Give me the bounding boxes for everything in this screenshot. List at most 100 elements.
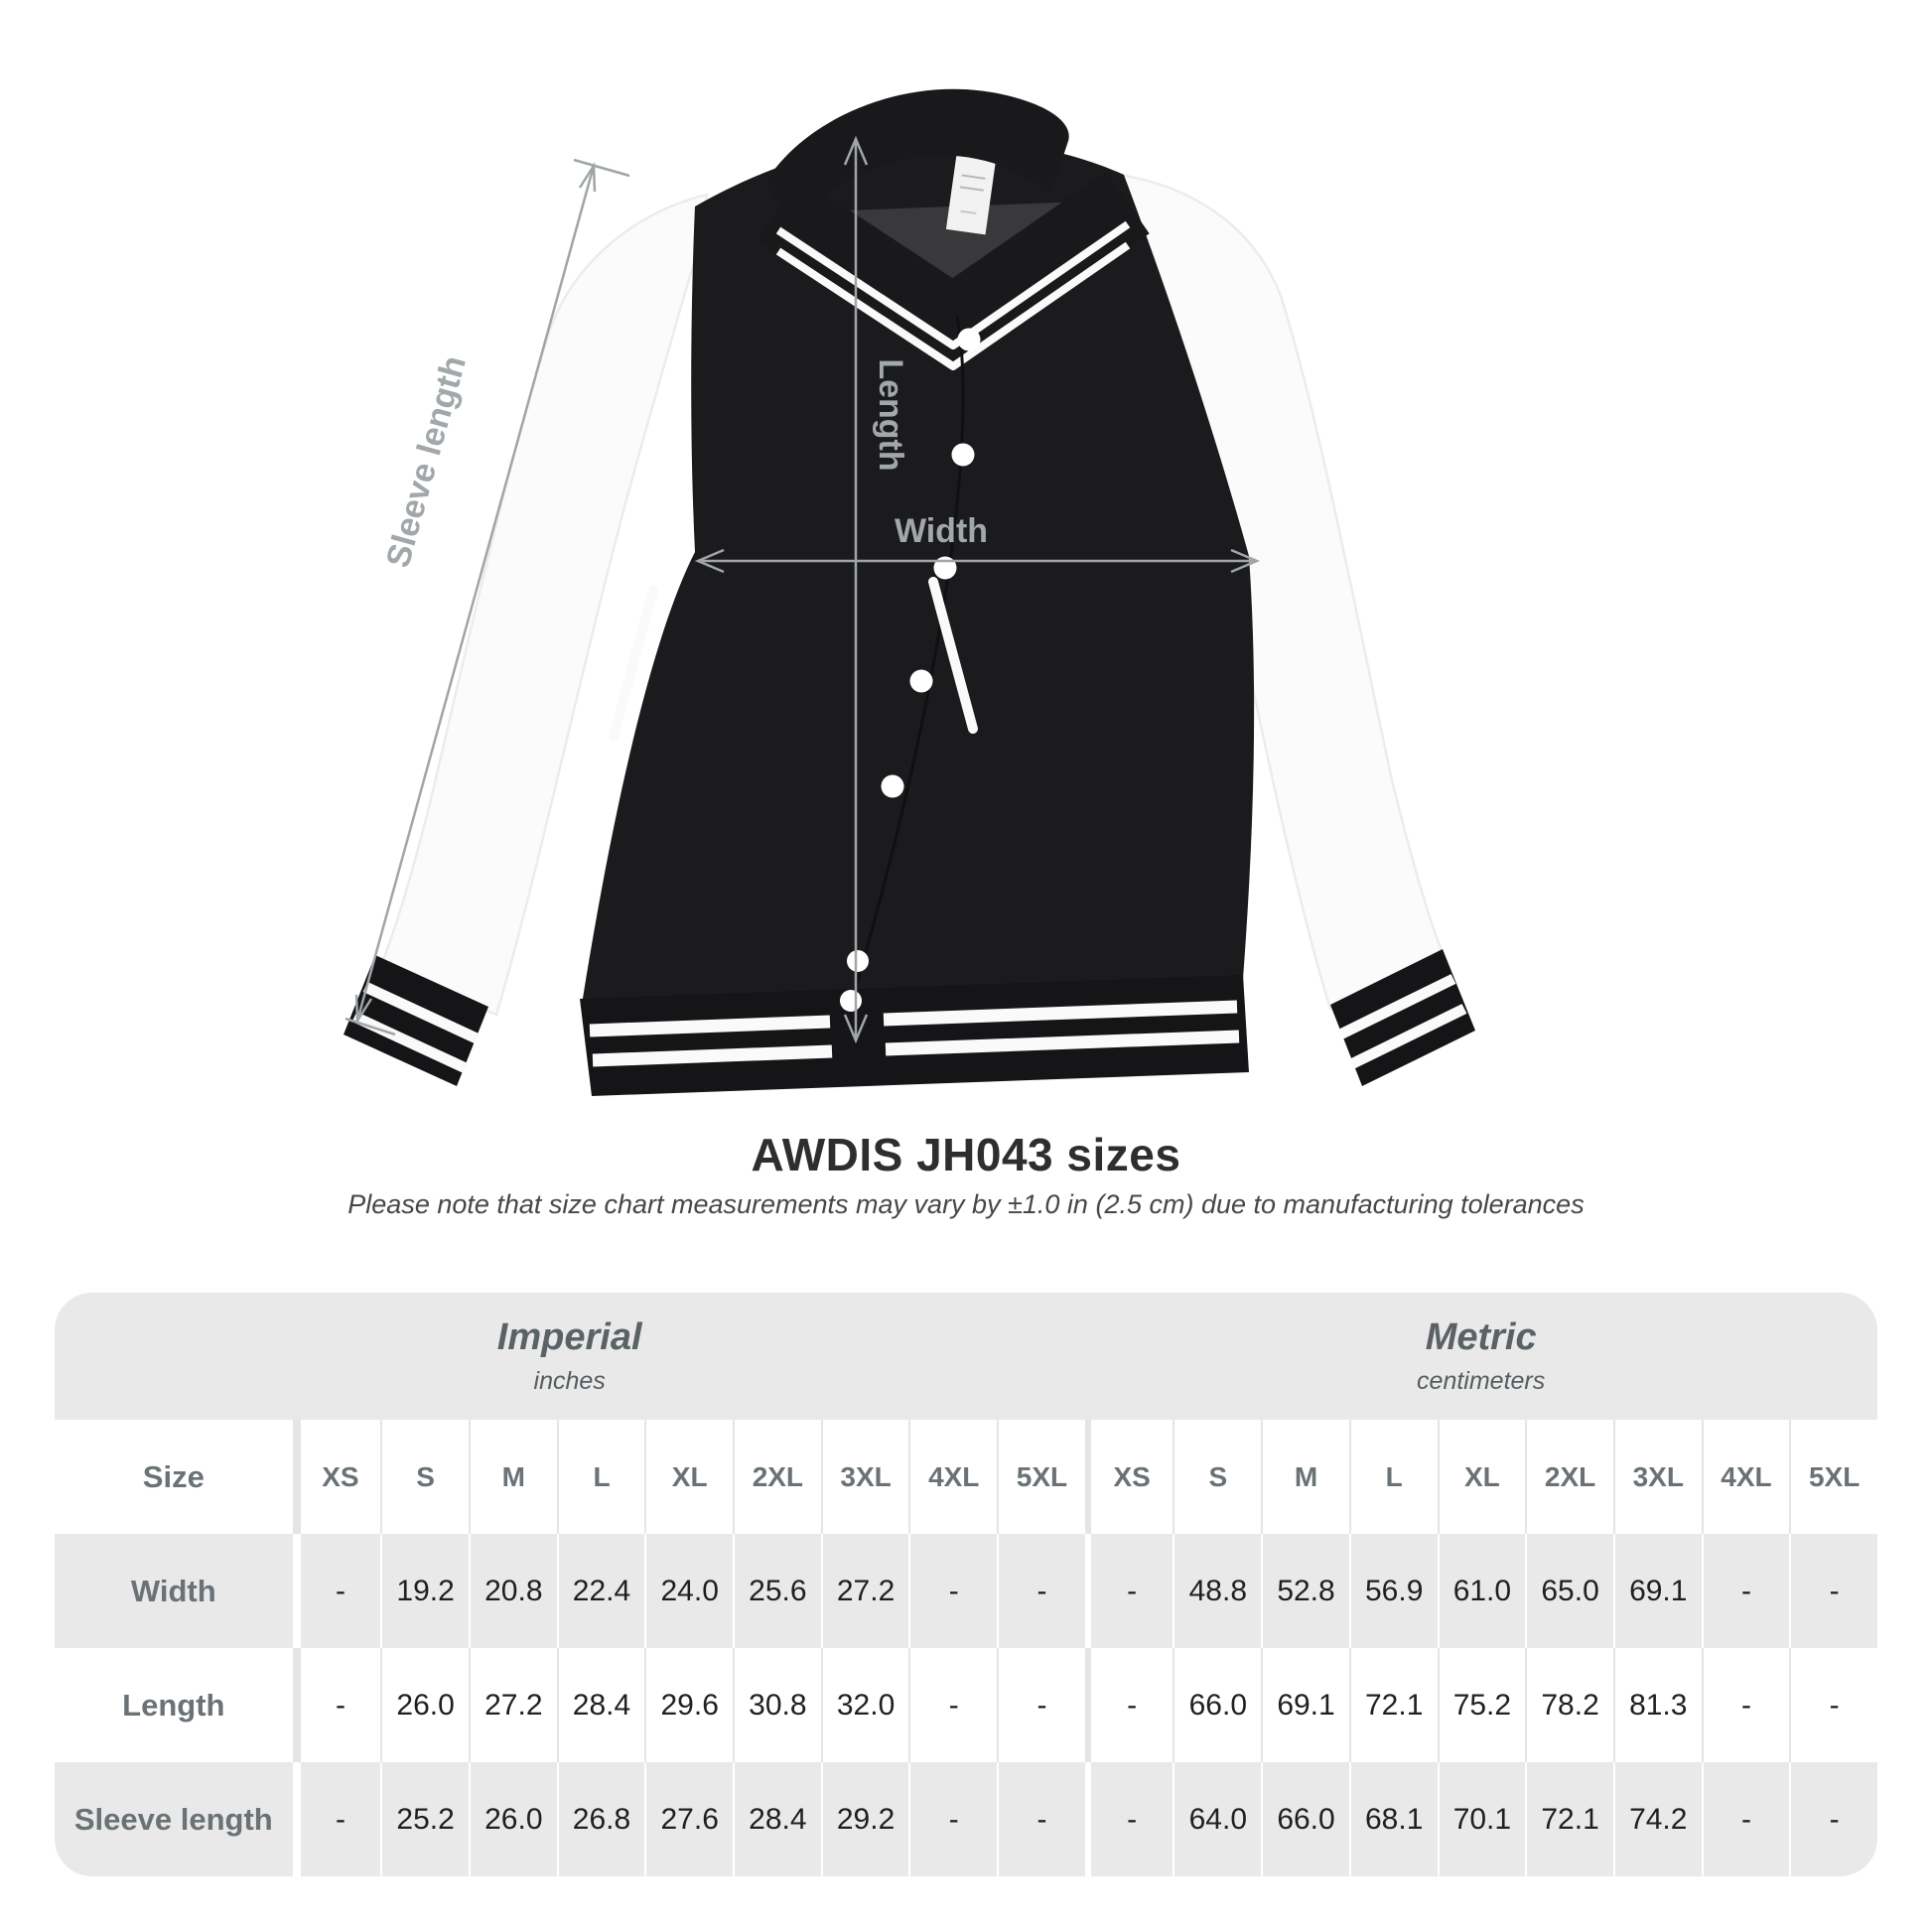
snap-button: [881, 774, 904, 798]
value-cell: 22.4: [556, 1534, 645, 1648]
value-cell: 81.3: [1612, 1648, 1702, 1762]
snap-button: [951, 443, 975, 467]
value-cell: 27.6: [644, 1762, 733, 1876]
metric-section-header: Metric centimeters: [1084, 1293, 1877, 1420]
value-cell: -: [1789, 1648, 1877, 1762]
value-cell: 61.0: [1437, 1534, 1526, 1648]
size-header-cell: M: [468, 1420, 557, 1534]
size-header-cell: 5XL: [1789, 1420, 1877, 1534]
size-header-cell: XL: [1437, 1420, 1526, 1534]
size-header-cell: 3XL: [1612, 1420, 1702, 1534]
jacket-body: [582, 137, 1255, 1005]
value-cell: 25.6: [733, 1534, 821, 1648]
size-header-cell: 5XL: [997, 1420, 1085, 1534]
size-header-cell: S: [380, 1420, 469, 1534]
value-cell: 32.0: [820, 1648, 909, 1762]
row-label: Width: [130, 1573, 216, 1608]
placket-seam: [850, 315, 965, 1002]
tolerance-note: Please note that size chart measurements…: [347, 1189, 1585, 1219]
imperial-unit: inches: [533, 1367, 606, 1395]
value-cell: 68.1: [1348, 1762, 1438, 1876]
value-cell: 66.0: [1173, 1648, 1261, 1762]
value-cell: 52.8: [1261, 1534, 1349, 1648]
value-cell: 78.2: [1525, 1648, 1613, 1762]
size-header-cell: XS: [1084, 1420, 1173, 1534]
value-cell: 74.2: [1612, 1762, 1702, 1876]
welt-pocket-right: [928, 577, 978, 734]
value-cell: 28.4: [556, 1648, 645, 1762]
value-cell: 64.0: [1173, 1762, 1261, 1876]
length-measure-line: [843, 135, 869, 1044]
length-label: Length: [872, 358, 909, 471]
value-cell: 26.8: [556, 1762, 645, 1876]
collar-stand: [766, 88, 1069, 230]
value-cell: 69.1: [1261, 1648, 1349, 1762]
imperial-section-header: Imperial inches: [55, 1293, 1084, 1420]
width-measure-line: [694, 548, 1261, 574]
row-label: Sleeve length: [73, 1801, 273, 1837]
size-header-cell: M: [1261, 1420, 1349, 1534]
size-header-cell: L: [556, 1420, 645, 1534]
metric-unit: centimeters: [1417, 1367, 1546, 1395]
value-cell: 48.8: [1173, 1534, 1261, 1648]
size-header-cell: 4XL: [1701, 1420, 1790, 1534]
value-cell: 66.0: [1261, 1762, 1349, 1876]
sleeve-length-measure-line: [345, 158, 630, 1036]
value-cell: 72.1: [1525, 1762, 1613, 1876]
unit-header-band: Imperial inches Metric centimeters: [55, 1293, 1877, 1420]
value-cell: 25.2: [380, 1762, 469, 1876]
snap-button: [847, 950, 869, 972]
value-cell: -: [1084, 1648, 1173, 1762]
varsity-jacket-illustration: Length Width Sleeve length: [344, 88, 1475, 1096]
value-cell: 28.4: [733, 1762, 821, 1876]
value-cell: -: [292, 1762, 381, 1876]
size-header-cell: XL: [644, 1420, 733, 1534]
value-cell: 56.9: [1348, 1534, 1438, 1648]
value-cell: 26.0: [468, 1762, 557, 1876]
value-cell: -: [997, 1762, 1085, 1876]
value-cell: 27.2: [820, 1534, 909, 1648]
size-table: Imperial inches Metric centimeters Size X…: [55, 1293, 1877, 1876]
value-cell: -: [997, 1648, 1085, 1762]
table-grid: Size XS S M L XL 2XL 3XL 4XL 5XL XS S M L XL 2XL 3XL 4XL 5…: [55, 1420, 1877, 1876]
value-cell: 69.1: [1612, 1534, 1702, 1648]
size-column-header: Size: [142, 1458, 205, 1494]
metric-label: Metric: [1425, 1316, 1537, 1358]
snap-button: [957, 328, 981, 351]
value-cell: 29.2: [820, 1762, 909, 1876]
size-header-cell: 3XL: [820, 1420, 909, 1534]
value-cell: -: [292, 1534, 381, 1648]
collar: [758, 171, 1150, 370]
size-header-cell: 2XL: [733, 1420, 821, 1534]
value-cell: 19.2: [380, 1534, 469, 1648]
value-cell: 30.8: [733, 1648, 821, 1762]
table-row: Sleeve length -25.2 26.0 26.8 27.6 28.4 29.2- -…: [55, 1762, 1877, 1876]
value-cell: 72.1: [1348, 1648, 1438, 1762]
size-header-cell: XS: [292, 1420, 381, 1534]
size-header-cell: S: [1173, 1420, 1261, 1534]
left-sleeve: [379, 193, 709, 1017]
value-cell: -: [908, 1762, 997, 1876]
inner-label-tag: [945, 154, 997, 235]
size-header-cell: L: [1348, 1420, 1438, 1534]
page-title: AWDIS JH043 sizes: [751, 1129, 1181, 1180]
right-cuff: [1330, 949, 1475, 1086]
value-cell: -: [1084, 1534, 1173, 1648]
value-cell: -: [292, 1648, 381, 1762]
value-cell: -: [908, 1534, 997, 1648]
sleeve-length-label: Sleeve length: [379, 351, 474, 571]
value-cell: -: [1701, 1762, 1790, 1876]
value-cell: 24.0: [644, 1534, 733, 1648]
table-row: Width -19.2 20.8 22.4 24.0 25.6 27.2- - -48.8 52.…: [55, 1534, 1877, 1648]
row-label: Length: [122, 1687, 225, 1723]
imperial-label: Imperial: [496, 1316, 642, 1358]
welt-pocket-left: [609, 585, 658, 742]
value-cell: 75.2: [1437, 1648, 1526, 1762]
snap-button: [840, 990, 862, 1012]
table-row: Size XS S M L XL 2XL 3XL 4XL 5XL XS S M L XL 2XL 3XL 4XL 5…: [55, 1420, 1877, 1534]
value-cell: 20.8: [468, 1534, 557, 1648]
width-label: Width: [895, 512, 988, 550]
value-cell: 70.1: [1437, 1762, 1526, 1876]
snap-button: [909, 669, 933, 693]
